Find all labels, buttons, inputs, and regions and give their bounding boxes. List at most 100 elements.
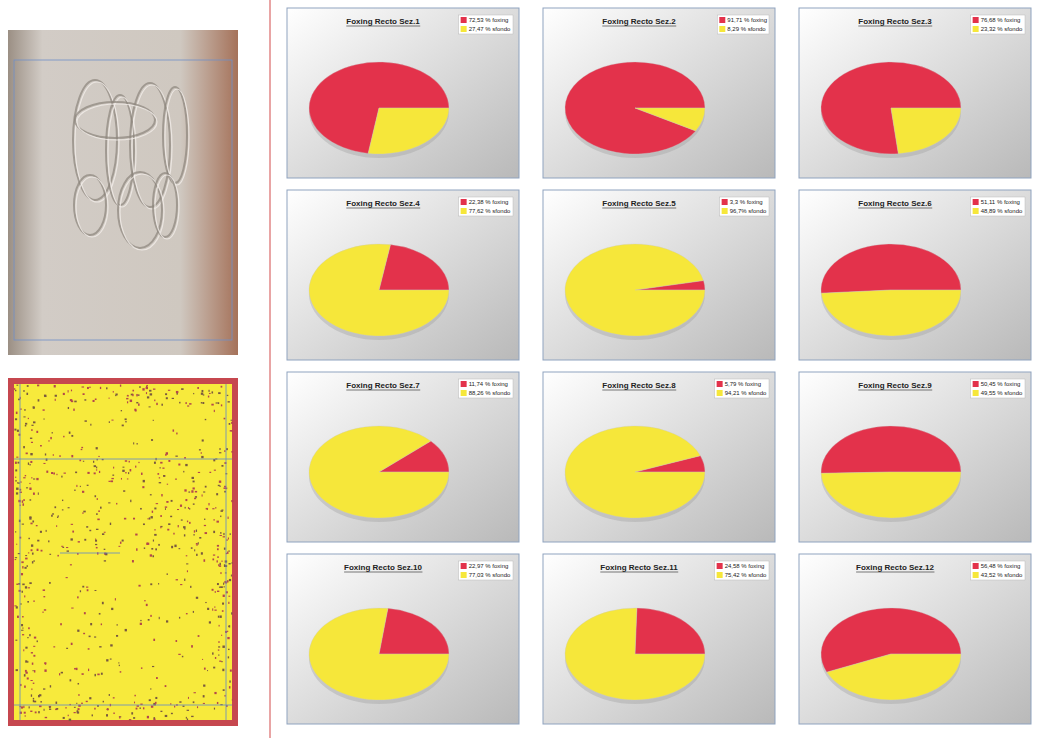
foxing-speck <box>124 518 126 520</box>
legend-box <box>715 561 769 580</box>
foxing-speck <box>135 534 137 536</box>
foxing-speck <box>46 530 47 532</box>
foxing-speck <box>86 587 88 588</box>
legend-swatch <box>717 381 723 387</box>
foxing-speck <box>30 453 32 455</box>
foxing-speck <box>156 503 158 504</box>
legend-item: 22,97 % foxing <box>461 563 509 569</box>
foxing-speck <box>221 661 222 662</box>
foxing-speck <box>31 652 33 653</box>
foxing-speck <box>40 531 42 533</box>
foxing-speck <box>82 491 84 493</box>
legend-swatch <box>973 572 979 578</box>
foxing-speck <box>171 546 173 548</box>
foxing-speck <box>153 420 154 421</box>
foxing-speck <box>97 498 98 500</box>
foxing-speck <box>17 430 19 432</box>
legend-item: 91,71 % foxing <box>719 17 767 23</box>
pie-slice <box>821 290 961 336</box>
foxing-speck <box>125 472 127 473</box>
foxing-speck <box>33 670 34 671</box>
legend-item: 8,29 % sfondo <box>719 26 766 32</box>
foxing-speck <box>162 468 164 469</box>
foxing-speck <box>78 541 80 542</box>
foxing-speck <box>29 706 30 708</box>
foxing-speck <box>90 623 92 625</box>
foxing-speck <box>153 639 155 641</box>
foxing-speck <box>144 547 145 548</box>
foxing-speck <box>106 709 108 710</box>
foxing-speck <box>36 431 38 433</box>
foxing-speck <box>201 393 203 395</box>
foxing-speck <box>27 637 28 638</box>
pie-panel: Foxing Recto Sez.172,53 % foxing27,47 % … <box>287 8 519 178</box>
foxing-speck <box>176 433 177 435</box>
legend-item: 77,03 % sfondo <box>461 572 511 578</box>
panel-background <box>799 190 1031 360</box>
pie-slice <box>368 108 449 154</box>
foxing-speck <box>181 388 183 390</box>
foxing-speck <box>23 477 25 478</box>
pie <box>309 62 449 158</box>
panel-background <box>287 190 519 360</box>
foxing-speck <box>144 600 145 601</box>
pie-slice <box>891 108 961 154</box>
legend-box <box>459 15 513 34</box>
foxing-speck <box>197 387 199 389</box>
foxing-speck <box>71 608 73 609</box>
foxing-speck <box>95 495 97 497</box>
foxing-speck <box>171 713 173 714</box>
foxing-speck <box>182 656 183 657</box>
legend-box <box>459 561 513 580</box>
foxing-speck <box>231 422 233 424</box>
foxing-speck <box>205 532 207 534</box>
foxing-speck <box>48 440 49 442</box>
foxing-speck <box>137 705 139 707</box>
foxing-speck <box>32 663 34 665</box>
foxing-speck <box>156 403 158 405</box>
foxing-speck <box>100 387 101 389</box>
foxing-map <box>8 378 238 726</box>
foxing-speck <box>121 410 122 411</box>
foxing-speck <box>127 478 129 479</box>
foxing-speck <box>44 669 46 671</box>
foxing-speck <box>202 494 203 496</box>
foxing-speck <box>77 596 79 598</box>
foxing-speck <box>74 490 76 491</box>
foxing-speck <box>213 531 215 533</box>
foxing-speck <box>15 480 17 481</box>
foxing-speck <box>196 554 198 556</box>
legend-swatch <box>973 208 979 214</box>
foxing-speck <box>203 685 205 687</box>
legend-item: 27,47 % sfondo <box>461 26 511 32</box>
foxing-speck <box>77 711 79 713</box>
foxing-speck <box>33 646 35 647</box>
legend-label: 88,26 % sfondo <box>469 390 511 396</box>
foxing-speck <box>229 423 231 425</box>
foxing-speck <box>193 611 194 613</box>
foxing-speck <box>87 387 89 389</box>
foxing-speck <box>184 489 186 491</box>
foxing-speck <box>219 448 220 450</box>
page: Foxing Recto Sez.172,53 % foxing27,47 % … <box>0 0 1045 738</box>
legend-label: 75,42 % sfondo <box>725 572 767 578</box>
foxing-speck <box>71 390 72 392</box>
legend-swatch <box>717 563 723 569</box>
title-underline <box>346 208 420 209</box>
foxing-speck <box>140 623 142 625</box>
foxing-speck <box>52 513 54 514</box>
foxing-speck <box>229 563 231 564</box>
foxing-speck <box>78 683 79 685</box>
foxing-speck <box>44 709 45 711</box>
legend-label: 77,03 % sfondo <box>469 572 511 578</box>
foxing-speck <box>52 432 53 433</box>
foxing-speck <box>70 564 72 565</box>
legend-label: 51,11 % foxing <box>981 199 1020 205</box>
foxing-speck <box>74 707 76 708</box>
foxing-speck <box>68 507 70 508</box>
foxing-speck <box>16 492 18 494</box>
foxing-speck <box>34 637 36 639</box>
foxing-speck <box>158 544 160 546</box>
sheet-photo <box>8 30 238 355</box>
foxing-speck <box>94 472 96 474</box>
